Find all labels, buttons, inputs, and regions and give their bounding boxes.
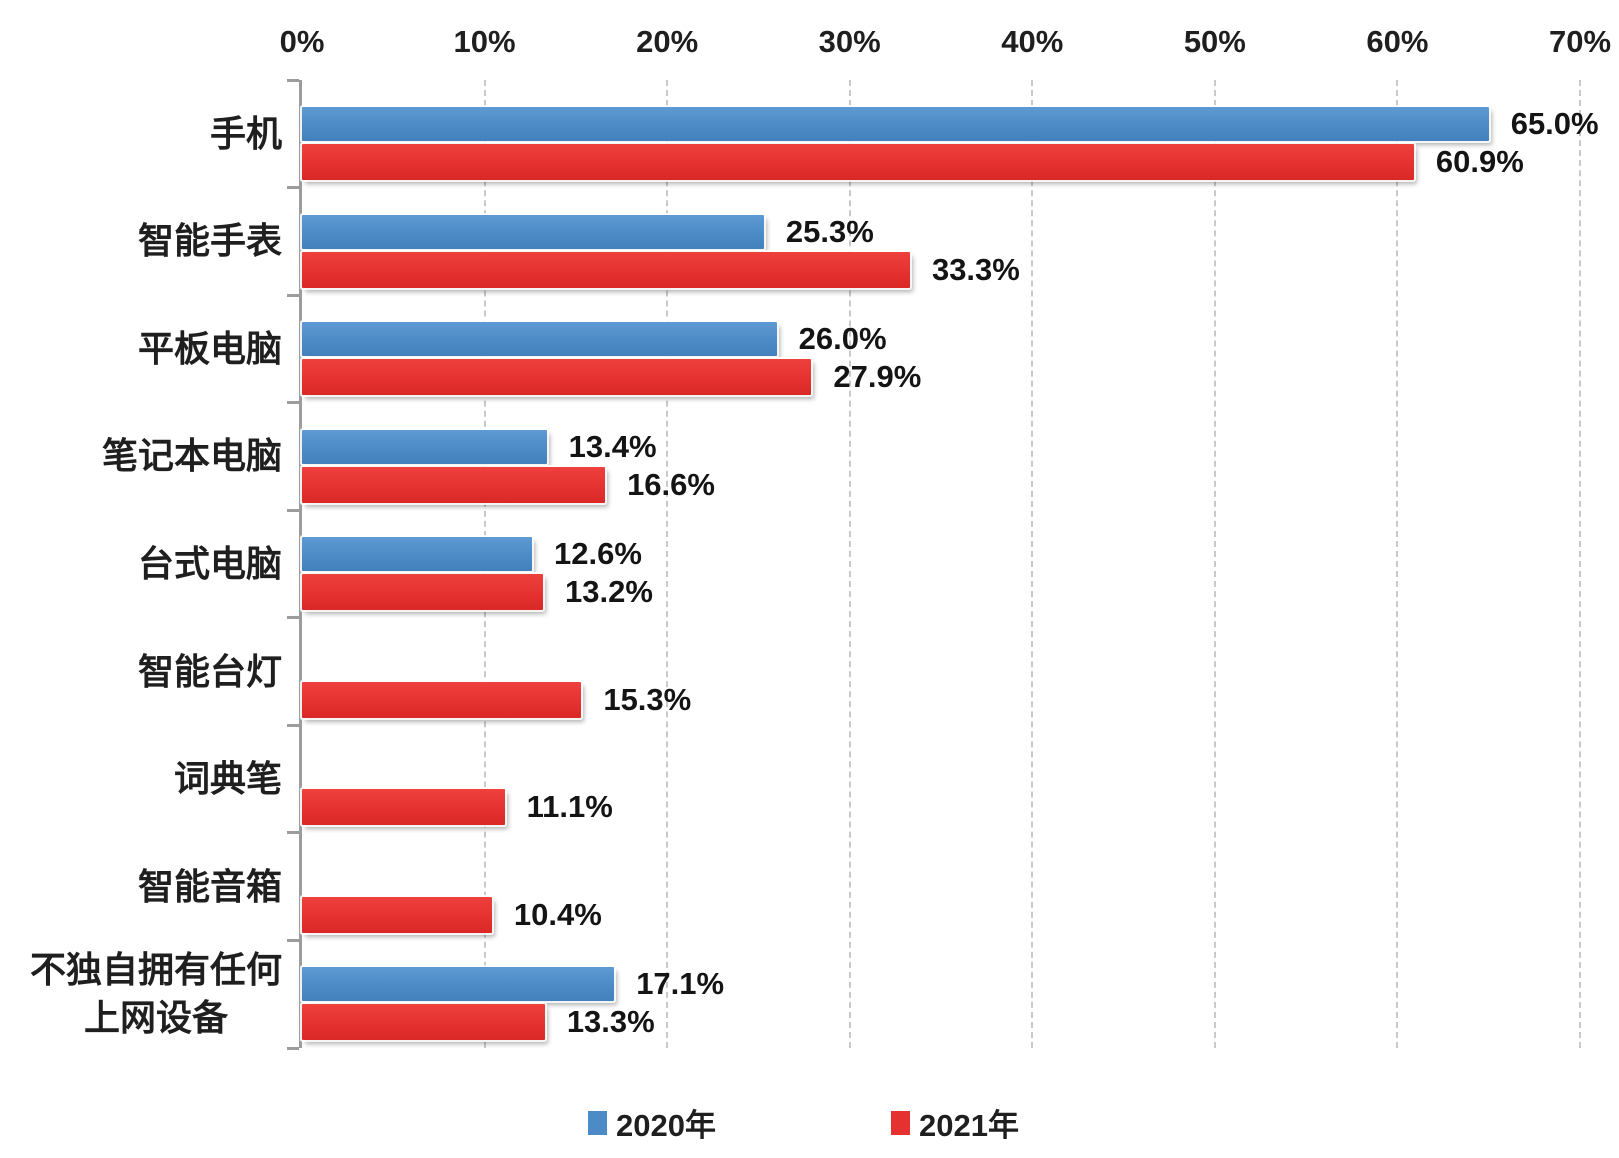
- category-label: 智能台灯: [137, 650, 282, 692]
- value-label: 12.6%: [554, 536, 642, 572]
- gridline: [1579, 80, 1581, 1048]
- category-label: 手机: [209, 112, 282, 154]
- bar-2021年: [302, 896, 492, 933]
- y-axis-tick: [287, 938, 299, 942]
- y-axis-tick: [287, 293, 299, 297]
- bar-2021年: [302, 466, 606, 503]
- category-label: 台式电脑: [137, 543, 282, 585]
- bar-2021年: [302, 1004, 545, 1041]
- x-axis-tick-label: 50%: [1183, 24, 1246, 59]
- y-axis-tick: [287, 723, 299, 727]
- bar-2020年: [302, 537, 533, 572]
- value-label: 65.0%: [1510, 106, 1599, 141]
- x-axis-tick-label: 70%: [1548, 24, 1612, 59]
- y-axis-line: [299, 80, 302, 1048]
- gridline: [1031, 80, 1034, 1048]
- bar-2020年: [302, 429, 547, 464]
- gridline: [1213, 80, 1216, 1048]
- legend-label-2021: 2021年: [919, 1108, 1019, 1143]
- x-axis-tick-label: 40%: [1001, 24, 1064, 59]
- x-axis-tick-label: 0%: [279, 24, 325, 59]
- legend-label-2020: 2020年: [616, 1108, 716, 1143]
- value-label: 15.3%: [603, 681, 692, 717]
- y-axis-tick: [287, 1046, 299, 1050]
- value-label: 13.4%: [568, 428, 657, 464]
- category-label: 智能音箱: [137, 865, 282, 907]
- y-axis-tick: [287, 186, 299, 190]
- bar-2021年: [302, 251, 910, 288]
- bar-2021年: [302, 144, 1414, 180]
- y-axis-tick: [287, 401, 299, 405]
- value-label: 17.1%: [636, 966, 725, 1002]
- x-axis-tick-label: 10%: [453, 24, 516, 59]
- value-label: 10.4%: [513, 896, 602, 932]
- value-label: 60.9%: [1435, 144, 1524, 179]
- bar-2020年: [302, 967, 615, 1002]
- value-label: 13.3%: [566, 1004, 655, 1040]
- category-label: 智能手表: [137, 220, 282, 262]
- bar-2021年: [302, 681, 582, 718]
- value-label: 11.1%: [526, 789, 613, 825]
- category-label: 不独自拥有任何 上网设备: [29, 949, 282, 1039]
- category-label: 平板电脑: [137, 327, 282, 369]
- bar-2020年: [302, 322, 777, 357]
- value-label: 27.9%: [833, 359, 922, 395]
- value-label: 16.6%: [627, 466, 715, 502]
- bar-2021年: [302, 359, 812, 396]
- gridline: [1396, 80, 1399, 1048]
- gridline: [666, 80, 669, 1048]
- bar-2021年: [302, 789, 505, 826]
- legend-item-2021: 2021年: [891, 1100, 1019, 1145]
- x-axis-tick-label: 60%: [1366, 24, 1429, 59]
- category-label: 笔记本电脑: [101, 435, 282, 477]
- legend-swatch-2021: [891, 1110, 910, 1135]
- legend-item-2020: 2020年: [588, 1100, 716, 1145]
- value-label: 25.3%: [785, 213, 874, 249]
- y-axis-tick: [287, 616, 299, 620]
- bar-2021年: [302, 574, 543, 611]
- bar-2020年: [302, 107, 1489, 141]
- value-label: 33.3%: [931, 251, 1020, 287]
- category-label: 词典笔: [173, 758, 282, 800]
- y-axis-tick: [287, 831, 299, 835]
- y-axis-tick: [287, 78, 299, 82]
- x-axis-tick-label: 30%: [818, 24, 881, 59]
- x-axis-tick-label: 20%: [636, 24, 699, 59]
- value-label: 26.0%: [798, 321, 887, 357]
- bar-2020年: [302, 214, 764, 249]
- y-axis-tick: [287, 508, 299, 512]
- gridline: [848, 80, 851, 1048]
- legend-swatch-2020: [588, 1110, 607, 1135]
- value-label: 13.2%: [564, 574, 653, 610]
